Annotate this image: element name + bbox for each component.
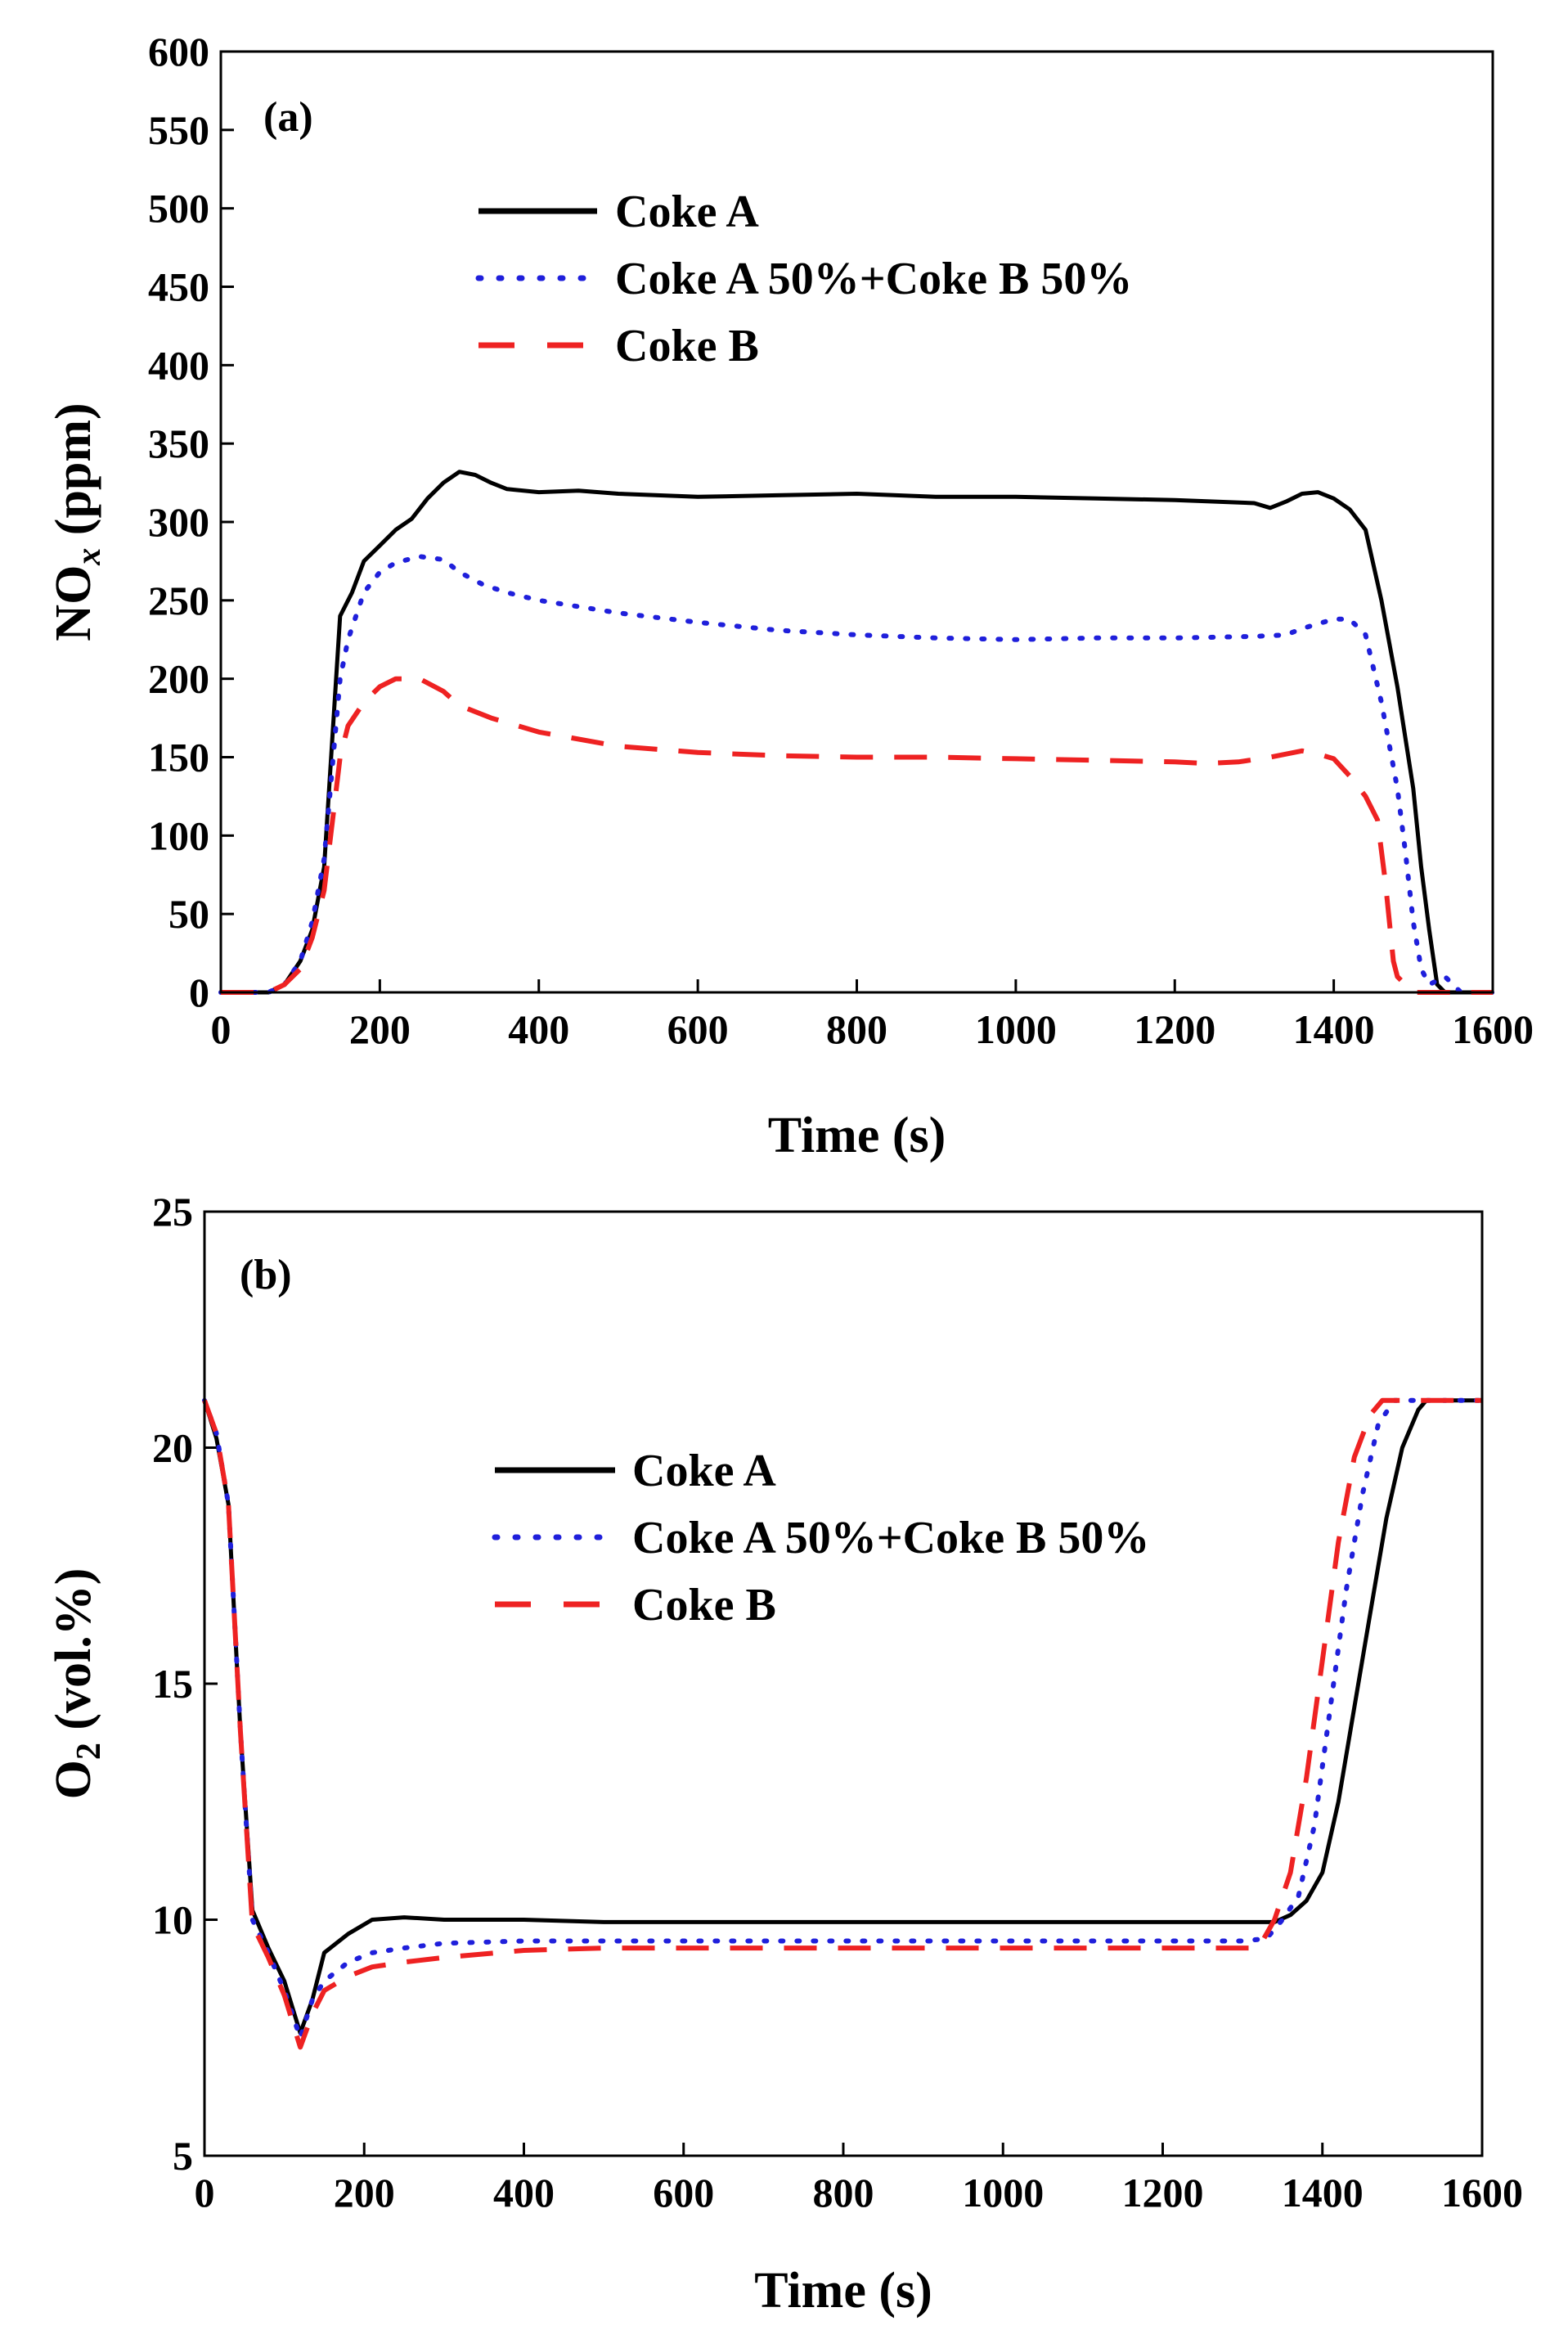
- panel-a-legend-label-2: Coke A 50%+Coke B 50%: [615, 254, 1132, 304]
- panel-a-ticks: 0 200 400 600 800 1000 1200 1400 1600 0 50 100 150 20…: [148, 29, 1534, 1052]
- panel-a-ylabel-rest: (ppm): [46, 403, 101, 547]
- panel-a-x-tick-label: 1200: [1134, 1006, 1215, 1052]
- panel-a-nox-chart: 0 200 400 600 800 1000 1200 1400 1600 0 50 100 150 20…: [46, 29, 1534, 1163]
- panel-a-y-tick-label: 200: [148, 656, 209, 702]
- panel-b-y-tick-label: 25: [152, 1189, 193, 1235]
- panel-b-x-tick-label: 800: [813, 2170, 874, 2215]
- panel-a-x-axis-title: Time (s): [768, 1108, 946, 1163]
- panel-b-series-line-1: [202, 1398, 1482, 2035]
- panel-a-y-axis-title: NOx (ppm): [46, 403, 108, 641]
- panel-b-y-tick-label: 15: [152, 1661, 193, 1707]
- panel-a-legend: Coke A Coke A 50%+Coke B 50% Coke B: [475, 187, 1132, 371]
- panel-a-x-tick-label: 1400: [1293, 1006, 1375, 1052]
- panel-b-x-tick-label: 400: [493, 2170, 555, 2215]
- panel-b-x-tick-label: 1000: [962, 2170, 1044, 2215]
- panel-b-ylabel-rest: (vol.%): [46, 1568, 101, 1743]
- panel-b-y-axis-title: O2 (vol.%): [46, 1568, 108, 1800]
- panel-a-x-tick-label: 600: [667, 1006, 729, 1052]
- panel-a-y-tick-label: 600: [148, 29, 209, 74]
- panel-b-x-tick-label: 200: [334, 2170, 395, 2215]
- panel-b-legend-label-3: Coke B: [632, 1580, 776, 1631]
- panel-b-x-tick-label: 1600: [1441, 2170, 1523, 2215]
- panel-b-x-axis-title: Time (s): [754, 2263, 932, 2319]
- panel-a-plot-frame: [219, 50, 1494, 994]
- panel-a-series-line-3: [221, 676, 1493, 995]
- panel-b-y-tick-label: 10: [152, 1897, 193, 1943]
- panel-a-label: (a): [263, 94, 313, 141]
- panel-a-y-tick-label: 150: [148, 735, 209, 780]
- panel-b-ticks: 0 200 400 600 800 1000 1200 1400 1600 5 10 15 20 25: [152, 1189, 1523, 2215]
- panel-a-y-tick-label: 500: [148, 186, 209, 232]
- panel-b-o2-chart: 0 200 400 600 800 1000 1200 1400 1600 5 10 15 20 25 (…: [46, 1189, 1523, 2319]
- panel-a-x-tick-label: 200: [349, 1006, 411, 1052]
- panel-b-series-line-3: [202, 1397, 1482, 2050]
- panel-a-legend-label-1: Coke A: [615, 187, 759, 237]
- panel-b-y-tick-label: 5: [173, 2133, 193, 2179]
- panel-b-legend-label-1: Coke A: [632, 1446, 776, 1496]
- panel-a-x-tick-label: 1000: [975, 1006, 1057, 1052]
- panel-b-ylabel-subscript: 2: [70, 1743, 108, 1760]
- panel-b-label: (b): [240, 1252, 292, 1298]
- panel-a-x-tick-label: 1600: [1452, 1006, 1534, 1052]
- panel-a-y-tick-label: 400: [148, 342, 209, 388]
- panel-a-series-line-2: [218, 554, 1495, 995]
- panel-b-series-line-2: [202, 1397, 1485, 2040]
- panel-a-y-tick-label: 100: [148, 812, 209, 858]
- panel-b-series: [202, 1397, 1485, 2050]
- panel-a-series-line-1: [221, 470, 1493, 995]
- panel-b-x-tick-label: 600: [653, 2170, 714, 2215]
- panel-a-x-tick-label: 0: [211, 1006, 231, 1052]
- panel-b-x-tick-label: 1200: [1122, 2170, 1204, 2215]
- panel-b-x-tick-label: 0: [195, 2170, 215, 2215]
- panel-a-x-tick-label: 800: [826, 1006, 887, 1052]
- panel-a-x-tick-label: 400: [508, 1006, 569, 1052]
- panel-a-y-tick-label: 450: [148, 264, 209, 310]
- panel-b-ylabel-main: O: [46, 1760, 101, 1799]
- panel-a-y-tick-label: 550: [148, 107, 209, 153]
- panel-a-legend-label-3: Coke B: [615, 321, 759, 371]
- panel-a-ylabel-main: NO: [46, 565, 101, 641]
- panel-b-legend-label-2: Coke A 50%+Coke B 50%: [632, 1513, 1149, 1563]
- panel-b-y-tick-label: 20: [152, 1425, 193, 1471]
- panel-a-y-tick-label: 350: [148, 421, 209, 466]
- panel-a-y-tick-label: 0: [189, 969, 209, 1015]
- panel-a-y-tick-label: 50: [168, 891, 209, 937]
- panel-b-plot-frame: [203, 1210, 1484, 2157]
- panel-a-y-tick-label: 300: [148, 499, 209, 545]
- panel-b-legend: Coke A Coke A 50%+Coke B 50% Coke B: [492, 1446, 1149, 1631]
- panel-a-y-tick-label: 250: [148, 578, 209, 623]
- panel-a-series: [218, 470, 1495, 995]
- panel-a-ylabel-subscript: x: [70, 548, 108, 566]
- panel-b-x-tick-label: 1400: [1282, 2170, 1364, 2215]
